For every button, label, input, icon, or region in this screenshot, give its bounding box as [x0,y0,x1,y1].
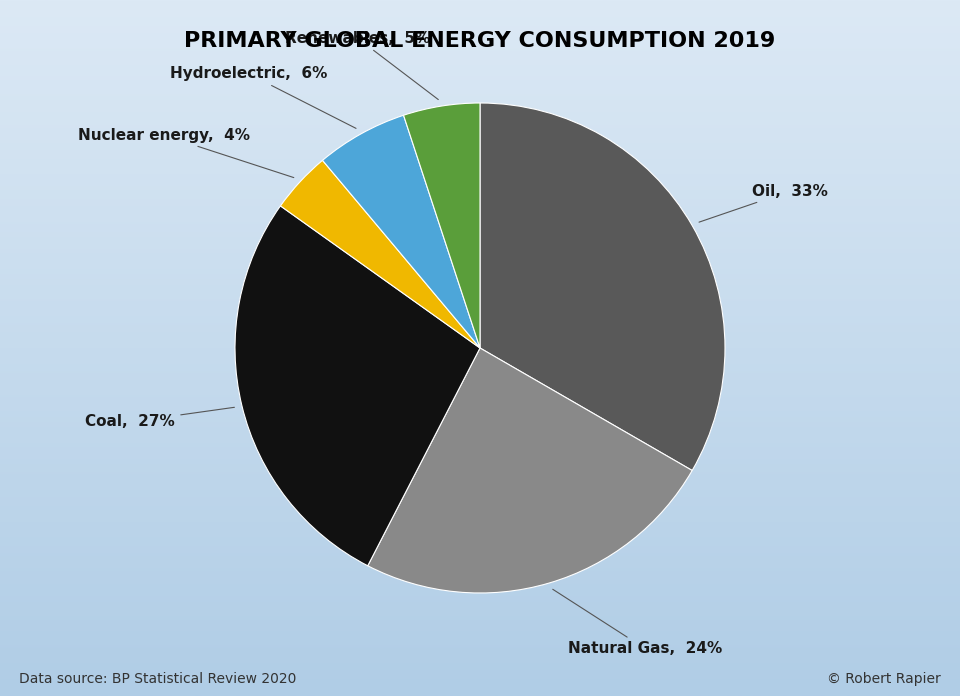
Text: Renewables,  5%: Renewables, 5% [285,31,439,100]
Wedge shape [368,348,692,593]
Text: Hydroelectric,  6%: Hydroelectric, 6% [170,67,356,128]
Wedge shape [323,116,480,348]
Text: Oil,  33%: Oil, 33% [699,184,828,222]
Wedge shape [280,160,480,348]
Text: © Robert Rapier: © Robert Rapier [828,672,941,686]
Wedge shape [403,103,480,348]
Text: Nuclear energy,  4%: Nuclear energy, 4% [78,128,294,177]
Text: Coal,  27%: Coal, 27% [85,407,234,429]
Text: PRIMARY GLOBAL ENERGY CONSUMPTION 2019: PRIMARY GLOBAL ENERGY CONSUMPTION 2019 [184,31,776,52]
Text: Natural Gas,  24%: Natural Gas, 24% [553,590,723,656]
Wedge shape [235,206,480,566]
Wedge shape [480,103,725,470]
Text: Data source: BP Statistical Review 2020: Data source: BP Statistical Review 2020 [19,672,297,686]
